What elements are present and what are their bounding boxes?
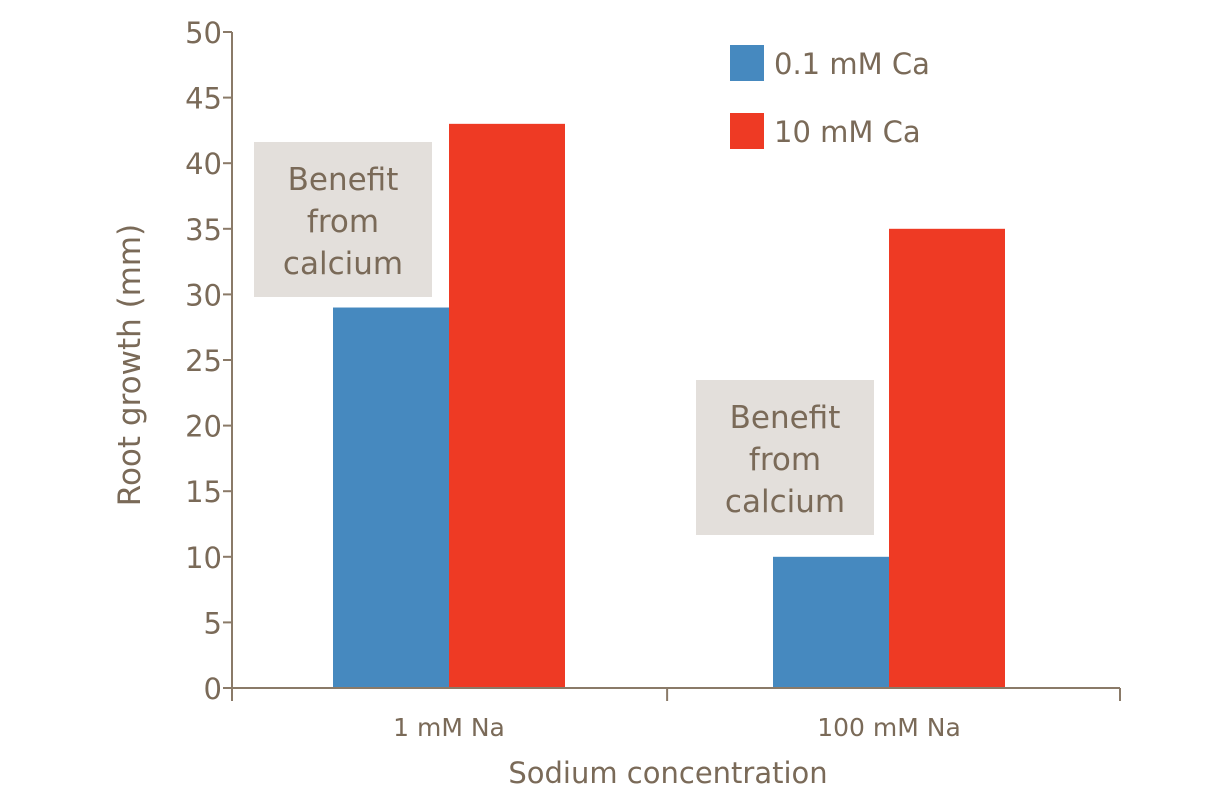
bar-low-ca [333,307,449,688]
legend-swatch [730,45,764,81]
bar-high-ca [449,123,565,689]
y-axis-label: Root growth (mm) [112,224,148,506]
y-tick-label: 10 [185,541,222,575]
x-tick-label: 100 mM Na [817,713,961,742]
bar-low-ca [773,556,889,688]
annotation-benefit-from-calcium: Benefit from calcium [696,380,874,535]
y-tick-label: 30 [185,278,222,312]
annotation-text: from [749,442,821,478]
legend-label: 10 mM Ca [774,115,921,149]
y-tick-label: 35 [185,213,222,247]
y-tick-label: 45 [185,82,222,116]
bar-high-ca [889,228,1005,689]
y-tick-label: 20 [185,410,222,444]
y-tick-label: 40 [185,147,222,181]
legend: 0.1 mM Ca 10 mM Ca [730,45,930,149]
annotation-text: from [307,204,379,240]
x-tick-label: 1 mM Na [393,713,505,742]
legend-swatch [730,113,764,149]
y-tick-label: 15 [185,475,222,509]
annotation-text: Benefit [730,400,841,436]
annotation-text: Benefit [288,162,399,198]
annotation-text: calcium [725,484,845,520]
y-tick-label: 5 [204,606,222,640]
legend-label: 0.1 mM Ca [774,47,930,81]
x-axis-label: Sodium concentration [508,756,827,790]
y-tick-label: 25 [185,344,222,378]
annotation-benefit-from-calcium: Benefit from calcium [254,142,432,297]
y-tick-label: 50 [185,16,222,50]
annotation-box [696,380,874,535]
annotation-text: calcium [283,246,403,282]
annotation-box [254,142,432,297]
y-tick-label: 0 [204,672,222,706]
